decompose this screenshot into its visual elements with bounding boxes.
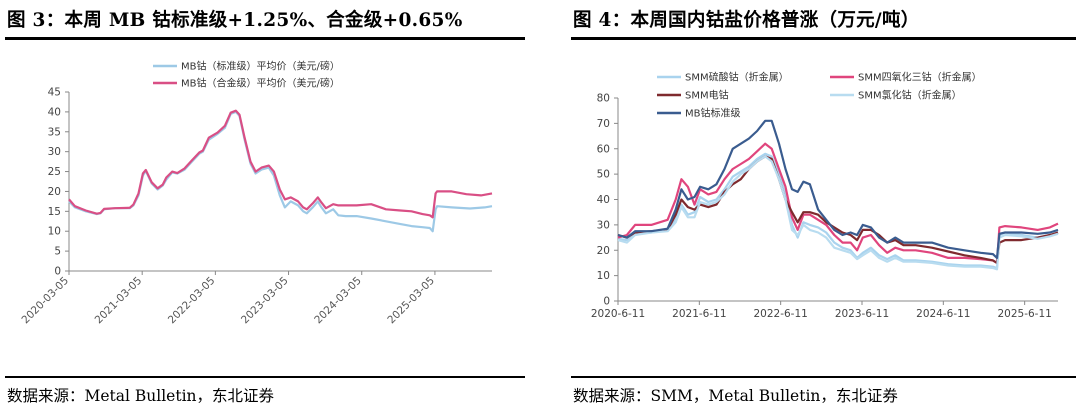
x-tick-label: 2025-03-05 (385, 275, 437, 327)
y-tick-label: 40 (48, 106, 61, 118)
x-tick-label: 2022-03-05 (166, 275, 218, 327)
figure-4-title: 图 4：本周国内钴盐价格普涨（万元/吨） (573, 10, 920, 31)
series-line-4 (617, 119, 1059, 259)
y-tick-label: 20 (597, 245, 610, 257)
legend-label-1: MB钴（合金级）平均价（美元/磅） (181, 77, 340, 90)
x-tick-label: 2021-6-11 (672, 308, 726, 320)
x-tick-label: 2021-03-05 (93, 275, 145, 327)
x-tick-label: 2023-6-11 (835, 308, 889, 320)
x-tick-label: 2023-03-05 (239, 275, 291, 327)
figure-4: 图 4：本周国内钴盐价格普涨（万元/吨） 0 10 20 30 40 50 60 70 80 20… (571, 0, 1076, 409)
figure-3-title: 图 3：本周 MB 钴标准级+1.25%、合金级+0.65% (7, 10, 463, 31)
figure-3-chart: 0 5 10 15 20 25 30 35 40 45 2020-03-05 2021-03-05 20… (19, 60, 493, 327)
figure-4-top-rule (571, 37, 1076, 40)
figure-3-source: 数据来源：Metal Bulletin，东北证券 (7, 387, 275, 405)
legend-label-3: SMM氯化钴（折金属） (858, 89, 962, 102)
legend-label-4: MB钴标准级 (685, 108, 741, 120)
y-tick-label: 15 (48, 206, 61, 218)
x-tick-label: 2020-03-05 (19, 275, 71, 327)
y-tick-label: 10 (48, 226, 61, 238)
y-tick-label: 30 (597, 219, 610, 231)
x-tick-label: 2024-03-05 (312, 275, 364, 327)
y-tick-label: 0 (54, 266, 61, 278)
y-tick-label: 70 (597, 118, 610, 130)
figure-4-chart: 0 10 20 30 40 50 60 70 80 2020-6-11 2021-6-11 2022-… (591, 71, 1059, 320)
y-tick-label: 80 (597, 93, 610, 105)
y-tick-label: 0 (603, 296, 610, 308)
y-tick-label: 40 (597, 194, 610, 206)
legend-label-0: MB钴（标准级）平均价（美元/磅） (181, 60, 340, 73)
y-tick-label: 20 (48, 186, 61, 198)
series-line-0 (68, 110, 493, 233)
y-tick-label: 25 (48, 166, 61, 178)
figure-3: 图 3：本周 MB 钴标准级+1.25%、合金级+0.65% 0 5 10 15 20 2… (5, 0, 525, 409)
series-line-1 (68, 109, 493, 219)
legend-label-1: SMM四氧化三钴（折金属） (858, 71, 982, 84)
y-tick-label: 50 (597, 169, 610, 181)
series-line-1 (617, 142, 1059, 264)
x-tick-label: 2025-6-11 (997, 308, 1051, 320)
figure-4-source: 数据来源：SMM，Metal Bulletin，东北证券 (573, 387, 898, 405)
series-line-2 (617, 155, 1059, 264)
y-tick-label: 30 (48, 146, 61, 158)
legend-label-0: SMM硫酸钴（折金属） (685, 71, 789, 84)
legend-label-2: SMM电钴 (685, 89, 729, 102)
y-tick-label: 60 (597, 143, 610, 155)
x-tick-label: 2024-6-11 (916, 308, 970, 320)
y-tick-label: 10 (597, 270, 610, 282)
figure-3-top-rule (5, 37, 525, 40)
y-tick-label: 5 (54, 246, 61, 258)
y-tick-label: 45 (48, 87, 61, 99)
x-tick-label: 2020-6-11 (591, 308, 645, 320)
figure-4-bottom-rule (571, 376, 1076, 378)
x-tick-label: 2022-6-11 (753, 308, 807, 320)
series-line-3 (617, 155, 1059, 271)
figure-3-bottom-rule (5, 376, 525, 378)
y-tick-label: 35 (48, 126, 61, 138)
